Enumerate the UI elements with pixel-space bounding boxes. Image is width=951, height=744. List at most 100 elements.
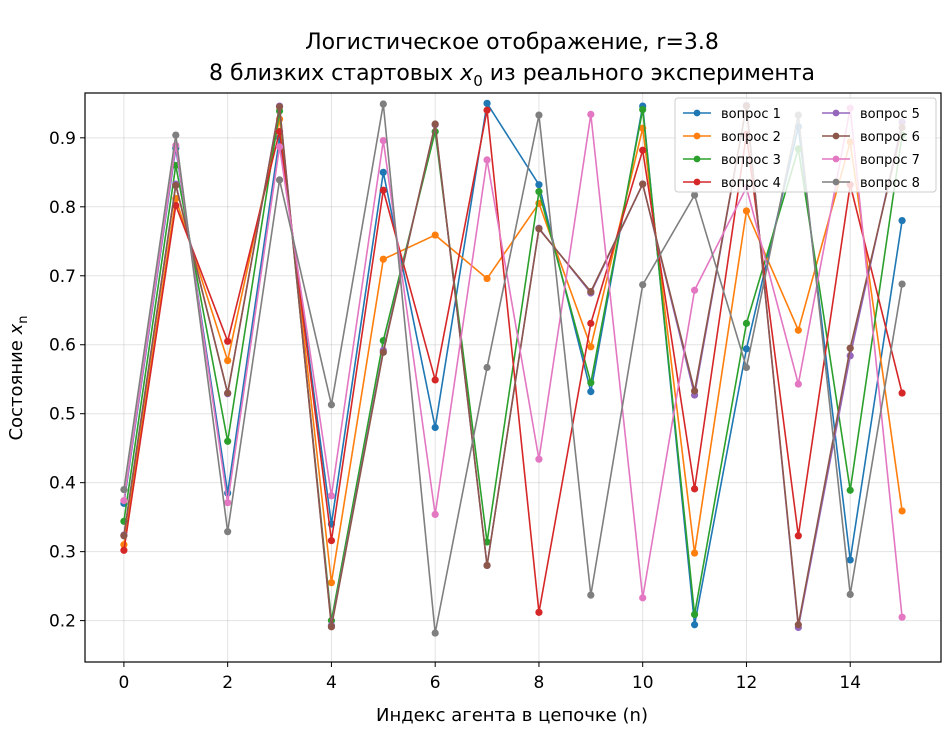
legend-item: вопрос 2 <box>683 130 781 145</box>
legend-label: вопрос 3 <box>721 153 781 168</box>
legend-item: вопрос 5 <box>822 107 920 122</box>
y-tick-label: 0.5 <box>49 405 76 425</box>
data-point <box>846 486 854 494</box>
data-point <box>172 161 180 170</box>
data-point <box>327 579 336 587</box>
plot-frame <box>84 92 942 663</box>
data-point <box>327 623 336 631</box>
legend-marker <box>693 109 701 117</box>
data-point <box>639 146 647 154</box>
data-point <box>224 528 232 536</box>
series-line <box>123 110 903 613</box>
legend-marker <box>832 178 840 186</box>
data-point <box>690 549 699 557</box>
x-tick-label: 2 <box>222 673 233 693</box>
chart-title-line-1: Логистическое отображение, r=3.8 <box>305 30 719 55</box>
series-line <box>123 105 903 627</box>
legend-label: вопрос 8 <box>860 176 920 191</box>
x-tick-label: 12 <box>736 673 758 693</box>
data-point <box>846 590 854 599</box>
data-point <box>846 344 854 352</box>
chart-title-line-2: 8 близких стартовых x0 из реального эксп… <box>209 61 815 90</box>
data-point <box>275 103 284 111</box>
legend-label: вопрос 2 <box>721 130 781 145</box>
legend-label: вопрос 1 <box>721 107 781 122</box>
legend-marker <box>832 155 840 163</box>
data-point <box>587 110 595 118</box>
data-point <box>379 136 387 145</box>
x-tick-label: 6 <box>430 673 441 693</box>
data-point <box>794 621 802 629</box>
y-tick-label: 0.9 <box>49 129 76 149</box>
data-point <box>639 594 647 602</box>
x-tick-label: 0 <box>118 673 129 693</box>
x-tick-label: 4 <box>326 673 337 693</box>
data-point <box>120 485 128 494</box>
data-point <box>535 111 543 119</box>
data-point <box>224 499 232 507</box>
data-point <box>379 168 387 176</box>
data-point <box>742 207 751 215</box>
data-point <box>742 363 751 372</box>
data-point <box>535 455 543 463</box>
axis-ticks: 0 2 4 6 8 10 12 14 0.2 0.3 0.4 0.5 0.6 0.7 0.8 0.9 <box>49 129 861 693</box>
data-point <box>172 131 180 139</box>
legend-marker <box>693 155 701 163</box>
data-point <box>483 156 491 164</box>
legend-marker <box>693 132 701 140</box>
data-point <box>587 319 595 327</box>
legend-marker <box>693 178 701 186</box>
data-point <box>431 231 439 239</box>
data-point <box>535 225 543 233</box>
y-tick-label: 0.4 <box>49 474 76 494</box>
data-point <box>690 621 699 629</box>
data-point <box>120 497 128 505</box>
data-point <box>898 216 906 225</box>
data-point <box>898 280 906 288</box>
data-point <box>431 120 439 128</box>
series-line <box>123 108 903 618</box>
legend-marker <box>832 109 840 117</box>
x-axis-label: Индекс агента в цепочке (n) <box>376 705 648 726</box>
y-tick-label: 0.8 <box>49 198 76 218</box>
data-point <box>275 176 284 184</box>
data-point <box>379 186 387 194</box>
legend-label: вопрос 7 <box>860 153 920 168</box>
data-point <box>690 610 699 619</box>
chart-title-line-2-suffix: из реального эксперимента <box>483 61 815 86</box>
data-point <box>898 507 906 515</box>
legend-item: вопрос 3 <box>683 153 781 168</box>
data-point <box>483 274 491 283</box>
chart-title-line-2-prefix: 8 близких стартовых <box>209 61 460 86</box>
data-point <box>587 379 595 387</box>
data-point <box>742 345 751 353</box>
data-point <box>535 181 543 189</box>
legend-label: вопрос 4 <box>721 176 781 191</box>
data-point <box>690 286 699 294</box>
data-point <box>224 357 232 365</box>
series-8 <box>120 100 906 637</box>
data-point <box>898 389 906 397</box>
series-6 <box>120 102 906 631</box>
plot-series <box>120 99 906 637</box>
legend-label: вопрос 6 <box>860 130 920 145</box>
data-point <box>172 201 180 210</box>
legend-label: вопрос 5 <box>860 107 920 122</box>
y-axis-label-subscript: n <box>16 316 31 324</box>
data-point <box>327 492 336 500</box>
data-point <box>587 343 595 351</box>
data-point <box>742 319 751 327</box>
data-point <box>587 388 595 396</box>
data-point <box>587 288 595 296</box>
data-point <box>794 380 802 388</box>
data-point <box>224 437 232 445</box>
data-point <box>639 105 647 114</box>
series-line <box>123 103 903 634</box>
data-point <box>535 188 543 196</box>
data-point <box>846 556 854 564</box>
y-tick-label: 0.3 <box>49 543 76 563</box>
x-tick-label: 14 <box>839 673 861 693</box>
legend-item: вопрос 6 <box>822 130 920 145</box>
data-point <box>120 532 128 540</box>
